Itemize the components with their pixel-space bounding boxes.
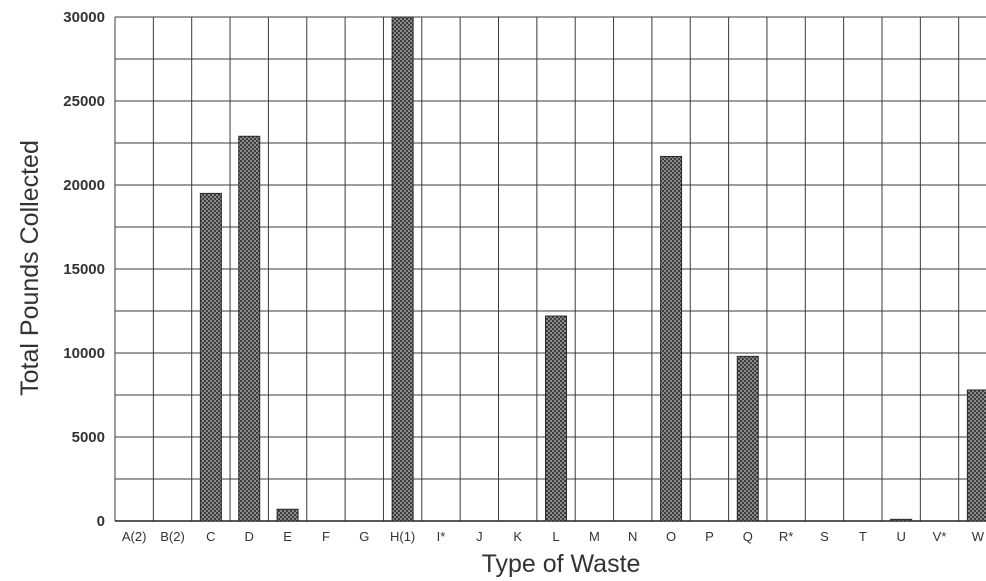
y-tick-label: 30000 bbox=[63, 9, 105, 26]
bar-d bbox=[238, 135, 261, 522]
x-tick-label: A(2) bbox=[122, 529, 147, 544]
y-tick-label: 20000 bbox=[63, 177, 105, 194]
x-tick-label: I* bbox=[437, 529, 446, 544]
x-tick-label: R* bbox=[779, 529, 793, 544]
x-tick-label: D bbox=[245, 529, 254, 544]
x-tick-label: T bbox=[859, 529, 867, 544]
bar-o bbox=[660, 155, 683, 522]
bar-w bbox=[966, 389, 986, 522]
y-tick-label: 10000 bbox=[63, 345, 105, 362]
x-tick-label: E bbox=[283, 529, 292, 544]
x-tick-label: O bbox=[666, 529, 676, 544]
x-tick-label: U bbox=[896, 529, 905, 544]
x-tick-label: W bbox=[972, 529, 985, 544]
y-tick-label: 15000 bbox=[63, 261, 105, 278]
y-tick-label: 0 bbox=[97, 513, 105, 530]
x-tick-label: S bbox=[820, 529, 829, 544]
x-tick-label: G bbox=[359, 529, 369, 544]
x-tick-label: K bbox=[513, 529, 522, 544]
x-tick-label: P bbox=[705, 529, 714, 544]
bar-u bbox=[890, 518, 913, 522]
y-tick-labels: 0 5000 10000 15000 20000 25000 30000 bbox=[63, 9, 105, 530]
y-tick-label: 25000 bbox=[63, 93, 105, 110]
y-axis-title: Total Pounds Collected bbox=[16, 140, 44, 396]
bar-c bbox=[199, 192, 222, 522]
x-tick-label: L bbox=[552, 529, 559, 544]
bar-l bbox=[545, 315, 568, 522]
x-tick-label: H(1) bbox=[390, 529, 415, 544]
x-tick-label: V* bbox=[933, 529, 947, 544]
x-tick-label: M bbox=[589, 529, 600, 544]
x-tick-label: F bbox=[322, 529, 330, 544]
x-tick-label: Q bbox=[743, 529, 753, 544]
y-tick-label: 5000 bbox=[72, 429, 105, 446]
bar-h1 bbox=[391, 16, 414, 522]
x-tick-labels: A(2) B(2) C D E F G H(1) I* J K L M N O P Q R* S T U V* W bbox=[122, 529, 985, 544]
x-tick-label: B(2) bbox=[160, 529, 185, 544]
bars-group bbox=[199, 16, 986, 522]
x-tick-label: J bbox=[476, 529, 483, 544]
bar-q bbox=[736, 355, 759, 522]
bar-e bbox=[276, 508, 299, 522]
x-tick-label: N bbox=[628, 529, 637, 544]
x-tick-label: C bbox=[206, 529, 215, 544]
x-axis-title: Type of Waste bbox=[482, 550, 641, 578]
